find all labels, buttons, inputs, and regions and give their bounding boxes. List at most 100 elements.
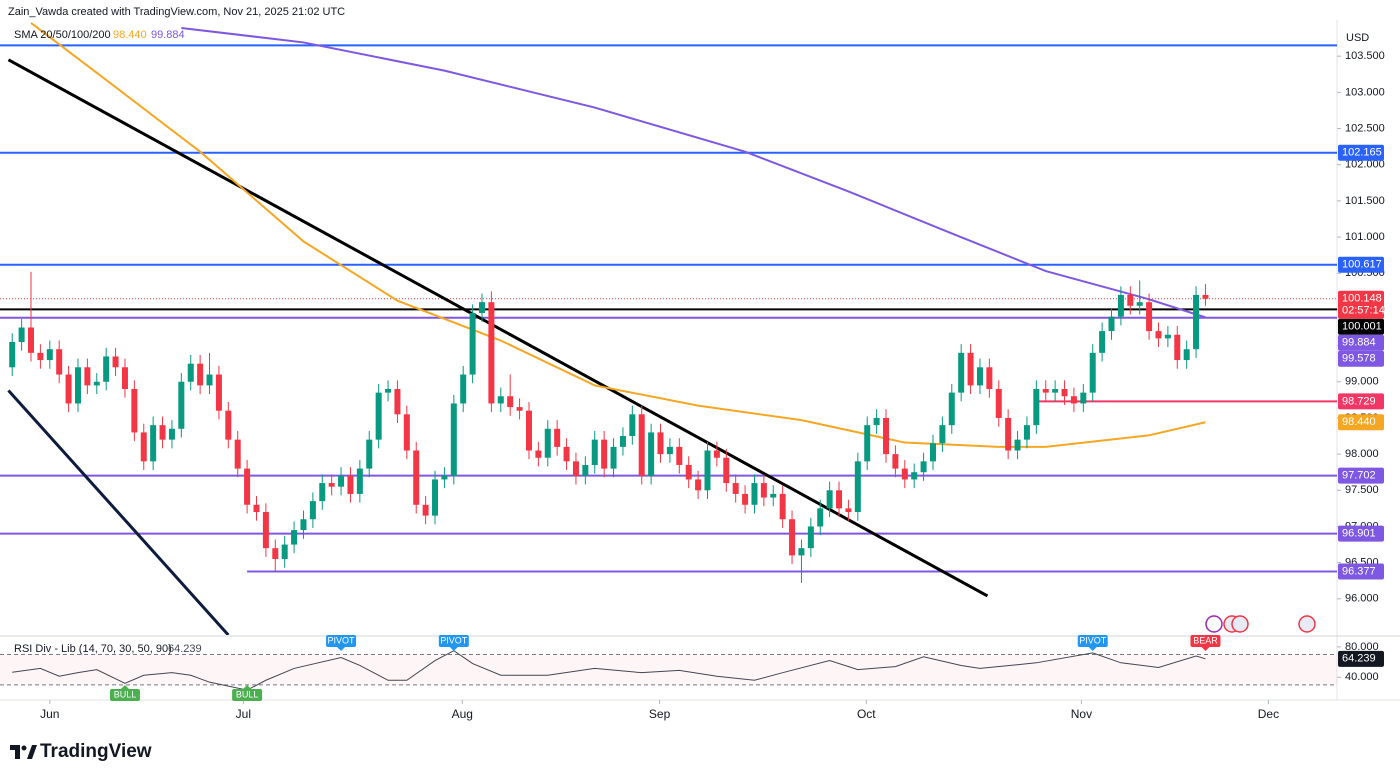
candle-body	[178, 381, 185, 429]
candle-body	[695, 479, 702, 491]
candle-body	[901, 468, 908, 480]
candle-body	[648, 432, 655, 476]
rsi-signal-pointer	[243, 685, 252, 689]
candle-body	[1155, 331, 1162, 339]
candle-body	[215, 374, 222, 411]
candle-body	[732, 483, 739, 494]
y-tick-label: 101.500	[1345, 195, 1385, 207]
rsi-signal	[109, 689, 140, 701]
x-tick-label: Nov	[1071, 707, 1092, 721]
price-badge	[1338, 563, 1384, 580]
candle-body	[168, 428, 175, 440]
rsi-signal-label: BEAR	[1193, 635, 1218, 645]
price-badge	[1338, 334, 1384, 351]
candle-body	[1042, 389, 1049, 393]
rsi-signal	[438, 635, 469, 647]
candle-body	[1193, 294, 1200, 350]
y-tick-label: 103.500	[1345, 50, 1385, 62]
price-badge-label: 96.901	[1342, 528, 1376, 540]
candle-body	[422, 504, 429, 516]
candle-body	[1164, 334, 1171, 339]
candle-body	[685, 464, 692, 480]
candle-body	[563, 446, 570, 462]
rsi-signal-pointer	[1088, 647, 1097, 651]
candle-body	[610, 446, 617, 469]
indicator-value: 99.884	[151, 29, 185, 41]
plot-area	[0, 22, 1337, 635]
candle-body	[272, 548, 279, 560]
candle-body	[967, 352, 974, 386]
candle-body	[1117, 294, 1124, 317]
candle-body	[497, 396, 504, 404]
rsi-legend: RSI Div - Lib (14, 70, 30, 50, 90)	[14, 643, 172, 655]
candle-body	[770, 493, 777, 498]
candle-body	[103, 356, 110, 382]
candle-body	[1023, 425, 1030, 440]
y-tick-label: 98.000	[1345, 448, 1379, 460]
candle-body	[159, 425, 166, 440]
price-badge	[1338, 414, 1384, 431]
candle-body	[845, 508, 852, 512]
candle-body	[760, 483, 767, 498]
price-badge-label: 97.702	[1342, 470, 1376, 482]
candle-body	[676, 446, 683, 465]
x-tick-label: Aug	[452, 707, 473, 721]
price-badge-label: 100.148	[1342, 293, 1382, 305]
y-tick-label: 99.000	[1345, 376, 1379, 388]
price-badge-label: 98.440	[1342, 416, 1376, 428]
rsi-signal-label: PIVOT	[328, 635, 356, 645]
rsi-signal	[232, 689, 263, 701]
price-badge-label: 102.165	[1342, 147, 1382, 159]
y-tick-label: 101.000	[1345, 231, 1385, 243]
price-badge-label: 99.884	[1342, 337, 1376, 349]
rsi-signal-label: PIVOT	[1079, 635, 1107, 645]
rsi-signal	[1190, 635, 1221, 647]
y-tick-label: 97.500	[1345, 484, 1379, 496]
candle-body	[262, 512, 269, 549]
rsi-signal-pointer	[120, 685, 129, 689]
candle-body	[1108, 316, 1115, 332]
brand: TradingView	[40, 741, 152, 762]
candle-body	[1061, 389, 1068, 397]
rsi-signal-pointer	[449, 647, 458, 651]
candle-body	[657, 432, 664, 455]
rsi-signal-label: BULL	[236, 689, 259, 699]
candle-body	[572, 461, 579, 476]
candle-body	[18, 327, 25, 342]
moving-average	[30, 22, 1206, 448]
candle-body	[469, 313, 476, 375]
candle-body	[817, 508, 824, 527]
candle-body	[873, 417, 880, 426]
candle-body	[742, 493, 749, 505]
price-badge	[1338, 393, 1384, 410]
trendline	[7, 389, 230, 635]
candle-body	[1033, 389, 1040, 426]
candle-body	[432, 479, 439, 516]
candle-body	[74, 367, 81, 404]
candle-body	[187, 363, 194, 382]
rsi-tick-label: 40.000	[1345, 671, 1379, 683]
candle-body	[1099, 331, 1106, 353]
price-badge-label: 100.617	[1342, 259, 1382, 271]
candle-body	[779, 493, 786, 520]
candle-body	[1005, 417, 1012, 451]
candle-body	[892, 454, 899, 469]
candle-body	[554, 428, 561, 447]
candle-body	[65, 374, 72, 404]
candle-body	[920, 461, 927, 473]
candle-body	[385, 389, 392, 393]
price-badge	[1338, 318, 1384, 335]
candle-body	[939, 425, 946, 444]
y-tick-label: 102.500	[1345, 122, 1385, 134]
price-badge-label: 98.729	[1342, 395, 1376, 407]
y-tick-label: 102.000	[1345, 159, 1385, 171]
candle-body	[958, 352, 965, 393]
candle-body	[713, 450, 720, 458]
candle-body	[478, 302, 485, 314]
rsi-line	[12, 650, 1206, 691]
rsi-signal	[1077, 635, 1108, 647]
candle-body	[704, 450, 711, 491]
